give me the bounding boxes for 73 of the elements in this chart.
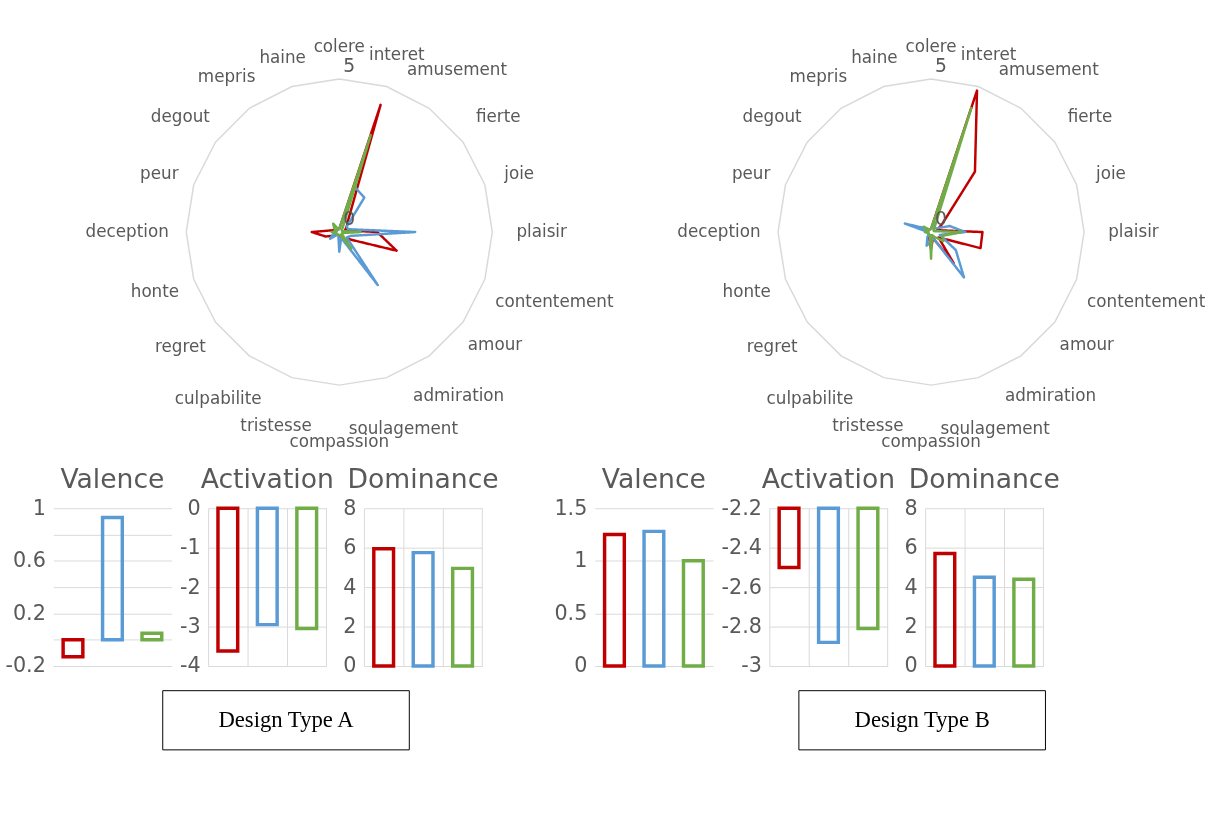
spoke-label: colere <box>905 35 957 56</box>
spoke-label: interet <box>960 43 1017 64</box>
spoke-label: deception <box>85 221 169 241</box>
y-tick-label: 5 <box>343 55 356 77</box>
y-tick-label: -3 <box>741 653 762 678</box>
spoke-label: amour <box>467 334 523 355</box>
text: Design Type A <box>218 707 355 733</box>
text: Design Type B <box>854 707 990 733</box>
spoke-label: peur <box>140 162 179 183</box>
spoke-label: joie <box>1095 162 1126 183</box>
spoke-label: regret <box>746 336 798 357</box>
y-tick-label: 8 <box>904 495 918 520</box>
spoke-label: plaisir <box>1108 221 1159 241</box>
y-tick-label: 2 <box>343 613 357 638</box>
y-tick-label: -0.2 <box>5 653 46 678</box>
y-tick-label: 6 <box>904 535 918 560</box>
spoke-label: contentement <box>1087 290 1206 311</box>
spoke-label: culpabilite <box>174 387 262 408</box>
spoke-label: fierte <box>475 105 521 126</box>
chart-title: Valence <box>601 462 706 494</box>
y-tick-label: 0 <box>187 495 201 520</box>
y-tick-label: 1 <box>32 495 46 520</box>
spoke-label: tristesse <box>240 415 312 436</box>
spoke-label: interet <box>369 43 425 64</box>
y-tick-label: 6 <box>343 535 357 560</box>
chart-title: Dominance <box>347 462 499 494</box>
spoke-label: amour <box>1059 334 1115 355</box>
spoke-label: degout <box>150 105 211 126</box>
y-tick-label: 1.5 <box>554 495 588 520</box>
y-tick-label: -4 <box>180 653 201 678</box>
spoke-label: deception <box>677 221 761 241</box>
spoke-label: admiration <box>413 385 505 406</box>
y-tick-label: 0 <box>343 653 357 678</box>
spoke-label: fierte <box>1067 105 1113 126</box>
y-tick-label: -2.6 <box>721 574 762 599</box>
y-tick-label: 0 <box>574 653 588 678</box>
chart-title: Dominance <box>908 462 1060 494</box>
spoke-label: culpabilite <box>766 387 854 408</box>
y-tick-label: -2 <box>180 574 201 599</box>
y-tick-label: 2 <box>904 613 918 638</box>
spoke-label: mepris <box>789 65 848 86</box>
chart-title: Activation <box>200 462 334 494</box>
spoke-label: honte <box>722 280 771 301</box>
spoke-label: tristesse <box>832 415 904 436</box>
y-tick-label: 0.6 <box>12 548 46 573</box>
y-tick-label: -3 <box>180 613 201 638</box>
chart-title: Valence <box>60 462 165 494</box>
spoke-label: contentement <box>495 290 614 311</box>
y-tick-label: -2.4 <box>721 535 762 560</box>
spoke-label: colere <box>313 35 365 56</box>
spoke-label: regret <box>154 336 207 357</box>
spoke-label: degout <box>742 105 803 126</box>
y-tick-label: 0 <box>343 208 356 230</box>
spoke-label: haine <box>259 46 306 67</box>
spoke-label: honte <box>130 280 180 301</box>
spoke-label: joie <box>503 162 535 183</box>
spoke-label: haine <box>851 46 898 67</box>
y-tick-label: -2.2 <box>721 495 762 520</box>
y-tick-label: 0.5 <box>554 600 588 625</box>
y-tick-label: 0 <box>904 653 918 678</box>
y-tick-label: 8 <box>343 495 357 520</box>
y-tick-label: 4 <box>343 574 357 599</box>
y-tick-label: 0.2 <box>12 600 46 625</box>
spoke-label: plaisir <box>516 221 568 241</box>
spoke-label: mepris <box>197 65 256 86</box>
spoke-label: peur <box>731 162 771 183</box>
y-tick-label: -1 <box>180 535 201 560</box>
chart-title: Activation <box>761 462 896 494</box>
spoke-label: admiration <box>1004 385 1096 406</box>
y-tick-label: 5 <box>934 55 947 77</box>
y-tick-label: 1 <box>574 548 588 573</box>
y-tick-label: 4 <box>904 574 918 599</box>
y-tick-label: -2.8 <box>721 613 762 638</box>
